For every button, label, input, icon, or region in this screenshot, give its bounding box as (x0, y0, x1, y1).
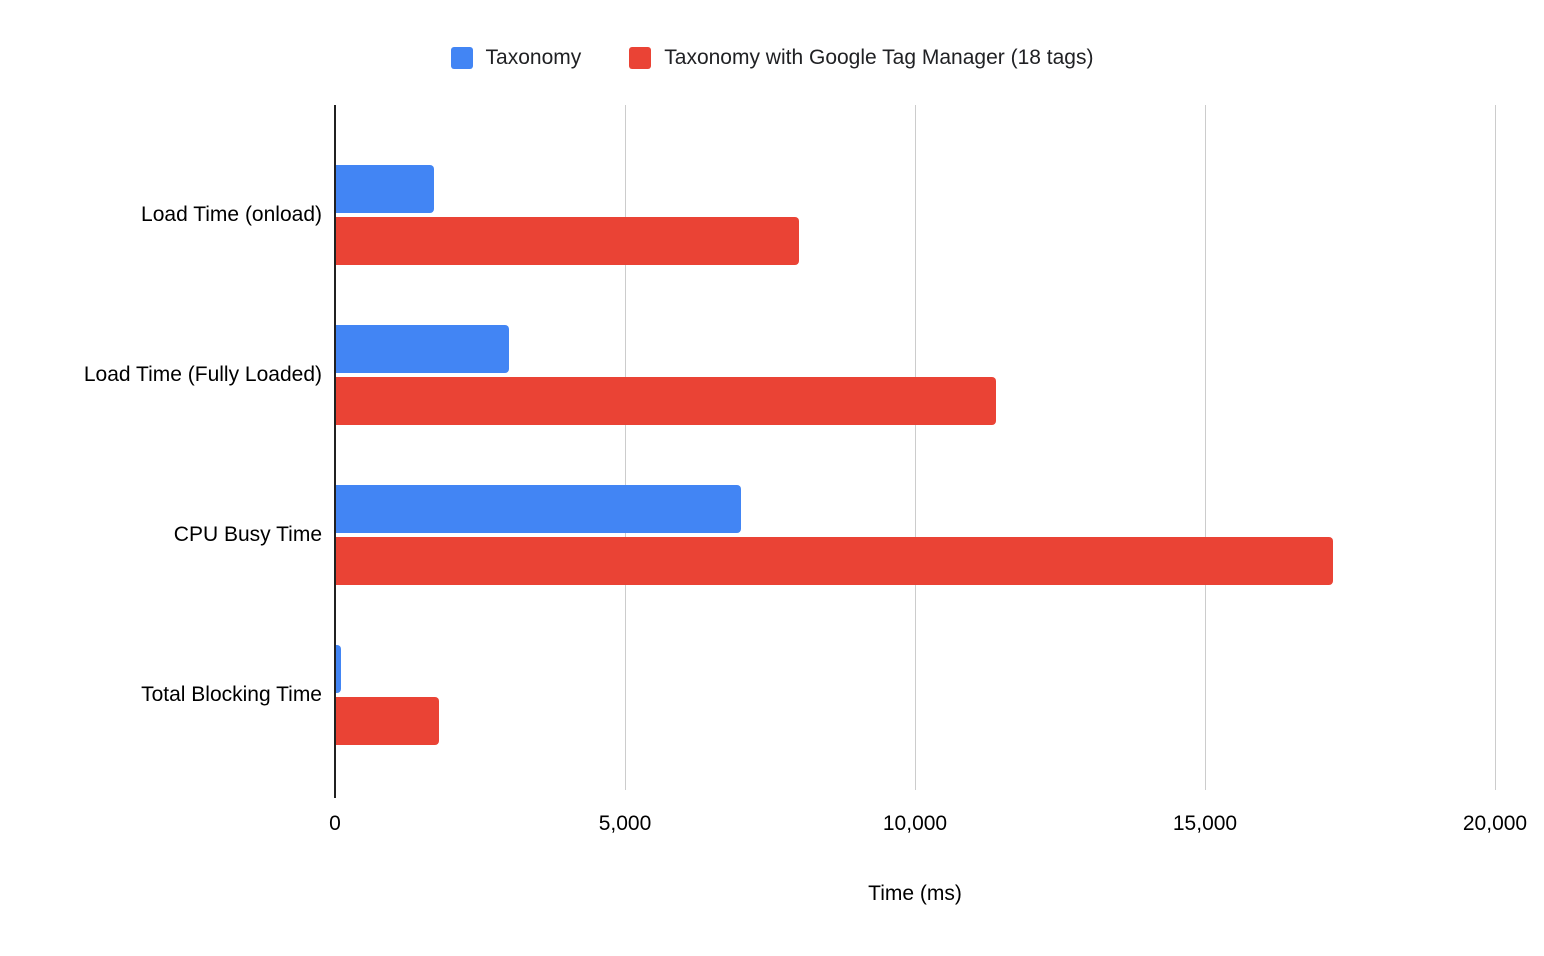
x-tick-label: 10,000 (882, 812, 948, 835)
legend-label-taxonomy: Taxonomy (485, 46, 582, 69)
bar-group (335, 295, 1495, 455)
x-tick-label: 15,000 (1172, 812, 1238, 835)
legend-swatch-taxonomy (450, 47, 473, 69)
bar-group (335, 455, 1495, 615)
gridline (915, 105, 916, 790)
x-tick-label: 0 (329, 812, 341, 835)
chart-legend: Taxonomy Taxonomy with Google Tag Manage… (0, 46, 1544, 70)
bar-rows (335, 135, 1495, 775)
y-axis-line (334, 105, 336, 798)
legend-label-taxonomy-gtm: Taxonomy with Google Tag Manager (18 tag… (664, 46, 1094, 69)
gridline (1205, 105, 1206, 790)
value-axis-ticks: 0 5,000 10,000 15,000 20,000 (329, 812, 1527, 844)
category-label: Load Time (Fully Loaded) (83, 363, 322, 386)
bar-group (335, 135, 1495, 295)
category-axis-labels: Load Time (onload) Load Time (Fully Loade… (0, 135, 322, 775)
bar-series1-cat2 (335, 537, 1333, 585)
legend-item-taxonomy: Taxonomy (450, 46, 582, 70)
bar-series0-cat3 (335, 645, 341, 693)
bar-series1-cat3 (335, 697, 440, 745)
bar-group (335, 615, 1495, 775)
gridline (1495, 105, 1496, 790)
legend-item-taxonomy-gtm: Taxonomy with Google Tag Manager (18 tag… (629, 46, 1093, 70)
legend-swatch-taxonomy-gtm (629, 47, 652, 69)
gridline (625, 105, 626, 790)
x-tick-label: 5,000 (598, 812, 652, 835)
category-label: Load Time (onload) (141, 203, 322, 226)
bar-series0-cat2 (335, 485, 741, 533)
bar-series1-cat0 (335, 217, 799, 265)
bar-series0-cat1 (335, 325, 509, 373)
category-label: CPU Busy Time (173, 523, 322, 546)
x-tick-label: 20,000 (1462, 812, 1528, 835)
bar-series1-cat1 (335, 377, 997, 425)
bar-series0-cat0 (335, 165, 434, 213)
x-axis-title: Time (ms) (868, 882, 962, 905)
plot-area (334, 105, 1496, 798)
category-label: Total Blocking Time (141, 683, 322, 706)
